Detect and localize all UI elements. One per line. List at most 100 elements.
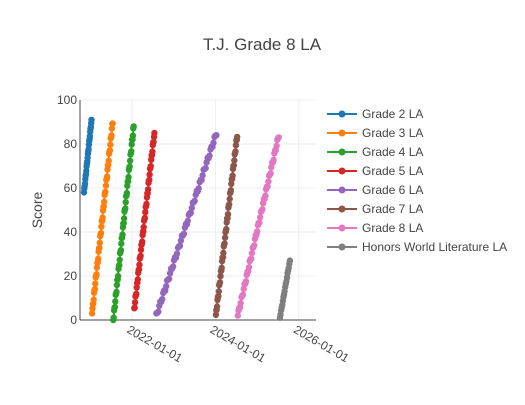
series-honors-world-literature-la[interactable]: [276, 257, 294, 321]
legend-item[interactable]: Honors World Literature LA: [327, 240, 507, 254]
data-point[interactable]: [137, 252, 144, 260]
data-point[interactable]: [128, 148, 135, 155]
data-point[interactable]: [111, 303, 119, 311]
data-point[interactable]: [237, 299, 244, 307]
series-grade-5-la[interactable]: [131, 129, 158, 312]
data-point[interactable]: [134, 276, 141, 283]
data-point[interactable]: [100, 203, 108, 210]
data-point[interactable]: [191, 197, 198, 205]
series-grade-8-la[interactable]: [234, 134, 282, 319]
legend-item[interactable]: Grade 4 LA: [327, 145, 423, 159]
series-grade-2-la[interactable]: [80, 116, 95, 196]
data-point[interactable]: [240, 285, 247, 293]
data-point[interactable]: [273, 142, 280, 149]
data-point[interactable]: [256, 219, 263, 226]
legend-item[interactable]: Grade 3 LA: [327, 126, 423, 140]
data-point[interactable]: [93, 264, 101, 271]
series-grade-3-la[interactable]: [88, 120, 116, 317]
data-point[interactable]: [149, 148, 156, 155]
data-point[interactable]: [248, 249, 256, 257]
data-point[interactable]: [147, 162, 154, 170]
data-point[interactable]: [146, 171, 153, 178]
data-point[interactable]: [116, 262, 123, 269]
data-point[interactable]: [177, 237, 185, 244]
data-point[interactable]: [232, 142, 240, 149]
data-point[interactable]: [91, 286, 99, 293]
data-point[interactable]: [184, 217, 191, 225]
data-point[interactable]: [248, 255, 255, 262]
data-point[interactable]: [125, 173, 132, 181]
data-point[interactable]: [90, 296, 97, 303]
data-point[interactable]: [216, 279, 224, 286]
data-point[interactable]: [130, 123, 137, 130]
data-point[interactable]: [267, 170, 274, 177]
data-point[interactable]: [275, 134, 282, 141]
data-point[interactable]: [102, 188, 109, 195]
data-point[interactable]: [215, 288, 222, 295]
data-point[interactable]: [169, 263, 177, 270]
data-point[interactable]: [227, 187, 235, 194]
data-point[interactable]: [142, 209, 149, 216]
data-point[interactable]: [165, 275, 173, 283]
series-grade-7-la[interactable]: [212, 133, 241, 318]
data-point[interactable]: [231, 157, 238, 164]
data-point[interactable]: [242, 278, 250, 285]
data-point[interactable]: [155, 308, 162, 315]
data-point[interactable]: [210, 139, 217, 146]
data-point[interactable]: [137, 246, 145, 254]
legend-item[interactable]: Grade 5 LA: [327, 164, 423, 178]
data-point[interactable]: [262, 192, 269, 199]
data-point[interactable]: [108, 125, 116, 132]
data-point[interactable]: [101, 198, 108, 205]
data-point[interactable]: [218, 264, 225, 272]
data-point[interactable]: [109, 120, 116, 127]
data-point[interactable]: [256, 214, 264, 221]
data-point[interactable]: [117, 247, 125, 254]
data-point[interactable]: [107, 141, 114, 148]
data-point[interactable]: [213, 303, 221, 310]
data-point[interactable]: [95, 255, 102, 262]
data-point[interactable]: [268, 164, 275, 171]
data-point[interactable]: [254, 228, 261, 235]
data-point[interactable]: [112, 298, 119, 305]
data-point[interactable]: [102, 182, 110, 189]
data-point[interactable]: [123, 189, 131, 197]
data-point[interactable]: [224, 211, 232, 218]
data-point[interactable]: [139, 238, 146, 245]
data-point[interactable]: [97, 229, 105, 237]
data-point[interactable]: [133, 290, 140, 297]
data-point[interactable]: [212, 311, 220, 318]
data-point[interactable]: [234, 133, 241, 141]
data-point[interactable]: [217, 273, 224, 280]
data-point[interactable]: [126, 157, 134, 164]
data-point[interactable]: [122, 205, 129, 212]
data-point[interactable]: [221, 234, 229, 241]
data-point[interactable]: [113, 288, 120, 296]
data-point[interactable]: [113, 281, 121, 289]
data-point[interactable]: [129, 132, 137, 139]
data-point[interactable]: [180, 230, 188, 237]
legend-item[interactable]: Grade 7 LA: [327, 202, 423, 216]
data-point[interactable]: [151, 129, 158, 137]
data-point[interactable]: [188, 204, 195, 212]
data-point[interactable]: [116, 256, 123, 264]
data-point[interactable]: [226, 195, 233, 203]
data-point[interactable]: [141, 214, 149, 222]
data-point[interactable]: [131, 299, 139, 306]
data-point[interactable]: [120, 220, 127, 227]
data-point[interactable]: [270, 156, 277, 164]
data-point[interactable]: [96, 239, 104, 246]
data-point[interactable]: [230, 162, 237, 169]
data-point[interactable]: [202, 164, 209, 172]
data-point[interactable]: [98, 223, 105, 230]
data-point[interactable]: [144, 186, 152, 193]
data-point[interactable]: [286, 257, 294, 264]
data-point[interactable]: [221, 240, 228, 247]
series-grade-4-la[interactable]: [110, 123, 137, 324]
data-point[interactable]: [120, 215, 128, 222]
data-point[interactable]: [93, 271, 100, 278]
data-point[interactable]: [195, 185, 202, 192]
data-point[interactable]: [199, 172, 206, 179]
data-point[interactable]: [126, 163, 133, 170]
data-point[interactable]: [146, 176, 153, 184]
